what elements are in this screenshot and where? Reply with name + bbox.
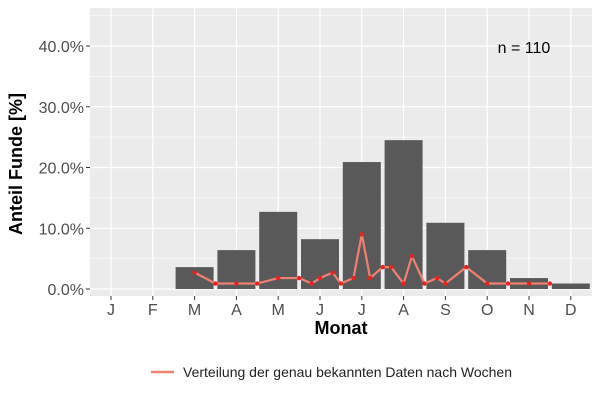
weekly-point-20 xyxy=(443,281,448,286)
weekly-point-5 xyxy=(276,275,281,281)
x-tick-label: D xyxy=(565,302,577,319)
legend-label: Verteilung der genau bekannten Daten nac… xyxy=(183,364,512,380)
x-tick-label: A xyxy=(231,302,242,319)
weekly-point-21 xyxy=(464,264,469,270)
weekly-point-23 xyxy=(505,281,511,286)
weekly-point-6 xyxy=(296,275,302,281)
y-tick-label: 20.0% xyxy=(39,161,84,178)
x-tick-label: A xyxy=(398,302,409,319)
weekly-point-3 xyxy=(234,281,239,286)
x-tick-label: J xyxy=(316,302,324,319)
bar-12 xyxy=(551,283,590,289)
x-tick-label: N xyxy=(523,302,535,319)
weekly-point-16 xyxy=(401,281,406,286)
weekly-point-19 xyxy=(434,275,440,281)
bar-9 xyxy=(426,222,465,289)
bar-3 xyxy=(175,267,214,289)
weekly-point-17 xyxy=(409,253,415,259)
y-tick-label: 40.0% xyxy=(39,39,84,56)
weekly-point-8 xyxy=(317,275,323,281)
x-tick-label: M xyxy=(272,302,285,319)
y-axis-title: Anteil Funde [%] xyxy=(6,93,26,235)
weekly-point-13 xyxy=(367,275,373,281)
weekly-point-11 xyxy=(351,275,356,281)
weekly-point-9 xyxy=(330,270,335,275)
x-tick-label: J xyxy=(107,302,115,319)
weekly-point-12 xyxy=(359,232,364,237)
sample-size-annotation: n = 110 xyxy=(498,40,551,57)
weekly-point-18 xyxy=(422,281,427,286)
weekly-point-25 xyxy=(547,281,553,286)
x-tick-label: S xyxy=(440,302,451,319)
bars xyxy=(175,140,590,289)
y-tick-label: 10.0% xyxy=(39,221,84,238)
weekly-distribution-line xyxy=(192,232,553,286)
x-tick-label: J xyxy=(358,302,366,319)
x-tick-label: O xyxy=(481,302,493,319)
weekly-point-22 xyxy=(485,281,490,286)
x-tick-label: M xyxy=(188,302,201,319)
x-tick-label: F xyxy=(148,302,158,319)
weekly-point-7 xyxy=(309,281,314,286)
y-axis: 0.0% 10.0% 20.0% 30.0% 40.0% xyxy=(39,39,90,299)
weekly-point-15 xyxy=(388,264,394,270)
plot-panel xyxy=(90,8,592,296)
weekly-point-14 xyxy=(380,264,385,270)
legend: Verteilung der genau bekannten Daten nac… xyxy=(151,364,512,380)
bar-7 xyxy=(342,162,381,289)
y-tick-label: 30.0% xyxy=(39,100,84,117)
grid-lines xyxy=(90,8,592,296)
weekly-point-24 xyxy=(526,281,532,286)
weekly-point-4 xyxy=(255,281,260,286)
x-axis-title: Monat xyxy=(315,318,368,338)
weekly-point-1 xyxy=(192,270,197,275)
weekly-point-2 xyxy=(213,281,218,286)
y-tick-label: 0.0% xyxy=(48,282,84,299)
weekly-point-10 xyxy=(338,281,344,286)
